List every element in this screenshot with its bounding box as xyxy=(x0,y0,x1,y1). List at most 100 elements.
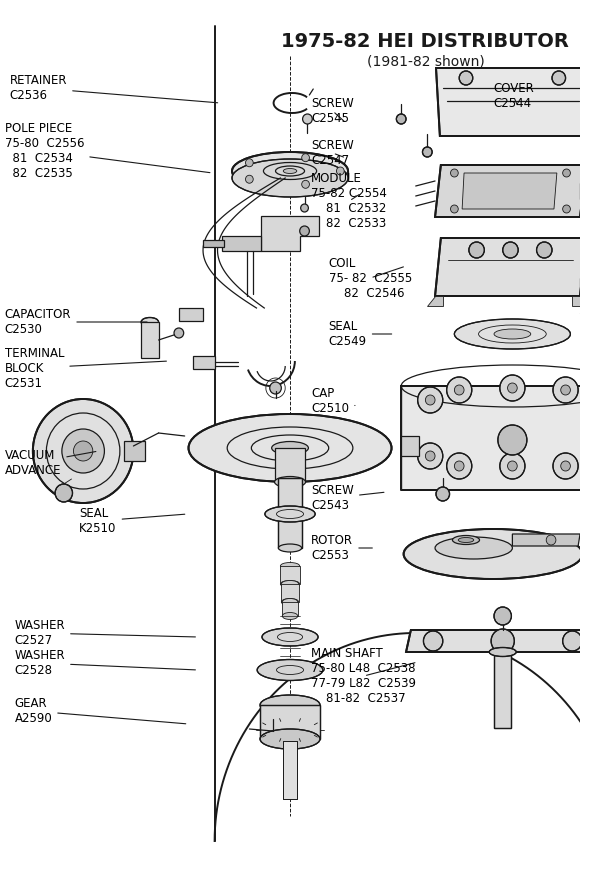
Circle shape xyxy=(454,385,464,395)
Circle shape xyxy=(561,461,571,471)
Ellipse shape xyxy=(262,628,318,646)
Polygon shape xyxy=(572,296,588,306)
Ellipse shape xyxy=(489,648,516,657)
Circle shape xyxy=(301,204,308,212)
Circle shape xyxy=(563,631,582,651)
Circle shape xyxy=(563,169,571,177)
Ellipse shape xyxy=(458,538,474,542)
Ellipse shape xyxy=(281,599,299,606)
Circle shape xyxy=(422,147,432,157)
Polygon shape xyxy=(406,630,600,652)
Ellipse shape xyxy=(280,581,299,588)
Polygon shape xyxy=(435,165,586,217)
Circle shape xyxy=(491,629,514,653)
Circle shape xyxy=(561,385,571,395)
Bar xyxy=(283,741,297,799)
Ellipse shape xyxy=(272,442,308,454)
Circle shape xyxy=(503,242,518,258)
Polygon shape xyxy=(193,356,215,369)
Text: WASHER
C2527: WASHER C2527 xyxy=(14,619,196,647)
Circle shape xyxy=(425,451,435,461)
Polygon shape xyxy=(179,308,203,321)
Polygon shape xyxy=(462,173,557,209)
Text: SCREW
C2545: SCREW C2545 xyxy=(311,97,354,125)
Circle shape xyxy=(590,395,599,405)
Ellipse shape xyxy=(260,695,320,715)
Polygon shape xyxy=(401,386,600,490)
Text: ROTOR
C2553: ROTOR C2553 xyxy=(311,534,373,562)
Circle shape xyxy=(454,461,464,471)
Polygon shape xyxy=(512,534,580,546)
Polygon shape xyxy=(427,296,443,306)
Bar xyxy=(141,322,158,358)
Circle shape xyxy=(563,205,571,213)
Text: SEAL
K2510: SEAL K2510 xyxy=(79,507,185,535)
Bar xyxy=(260,705,320,739)
Ellipse shape xyxy=(188,414,392,482)
Ellipse shape xyxy=(281,581,299,588)
Circle shape xyxy=(500,375,525,401)
Circle shape xyxy=(500,453,525,479)
Circle shape xyxy=(174,328,184,338)
Polygon shape xyxy=(436,68,586,136)
Circle shape xyxy=(302,154,310,161)
Ellipse shape xyxy=(265,506,315,522)
Polygon shape xyxy=(261,216,319,251)
Circle shape xyxy=(582,443,600,469)
Polygon shape xyxy=(203,240,224,247)
Circle shape xyxy=(508,383,517,393)
Circle shape xyxy=(245,159,253,167)
Ellipse shape xyxy=(275,477,305,487)
Ellipse shape xyxy=(282,599,298,606)
Polygon shape xyxy=(435,238,586,296)
Text: MAIN SHAFT
75-80 L48  C2538
77-79 L82  C2539
    81-82  C2537: MAIN SHAFT 75-80 L48 C2538 77-79 L82 C25… xyxy=(311,647,416,705)
Bar xyxy=(283,741,297,799)
Text: COIL
75- 82  C2555
    82  C2546: COIL 75- 82 C2555 82 C2546 xyxy=(329,256,412,299)
Ellipse shape xyxy=(232,152,348,190)
Bar xyxy=(124,441,145,461)
Bar xyxy=(281,584,299,602)
Circle shape xyxy=(446,453,472,479)
Polygon shape xyxy=(580,278,600,296)
Circle shape xyxy=(553,453,578,479)
Ellipse shape xyxy=(454,319,571,349)
Bar xyxy=(282,602,298,616)
Text: (1981-82 shown): (1981-82 shown) xyxy=(367,54,484,68)
Circle shape xyxy=(418,443,443,469)
Circle shape xyxy=(590,451,599,461)
Circle shape xyxy=(62,429,104,473)
Ellipse shape xyxy=(278,544,302,552)
Polygon shape xyxy=(401,436,419,456)
Text: TERMINAL
BLOCK
C2531: TERMINAL BLOCK C2531 xyxy=(5,347,166,390)
Circle shape xyxy=(299,226,310,236)
Circle shape xyxy=(494,607,511,625)
Circle shape xyxy=(552,71,566,85)
Text: POLE PIECE
75-80  C2556
  81  C2534
  82  C2535: POLE PIECE 75-80 C2556 81 C2534 82 C2535 xyxy=(5,122,210,180)
Ellipse shape xyxy=(283,168,297,174)
Circle shape xyxy=(536,242,552,258)
Circle shape xyxy=(73,441,93,461)
Circle shape xyxy=(451,205,458,213)
Ellipse shape xyxy=(141,317,158,326)
Bar xyxy=(278,478,302,548)
Ellipse shape xyxy=(232,159,348,197)
Ellipse shape xyxy=(280,563,299,570)
Text: RETAINER
C2536: RETAINER C2536 xyxy=(10,74,218,103)
Text: SCREW
C2543: SCREW C2543 xyxy=(311,484,384,512)
Text: CAPACITOR
C2530: CAPACITOR C2530 xyxy=(5,308,147,336)
Circle shape xyxy=(446,377,472,403)
Bar xyxy=(280,566,299,584)
Circle shape xyxy=(546,535,556,545)
Text: COVER
C2544: COVER C2544 xyxy=(493,82,534,110)
Circle shape xyxy=(498,425,527,455)
Circle shape xyxy=(270,382,281,394)
Circle shape xyxy=(436,487,449,501)
Ellipse shape xyxy=(404,529,583,579)
Circle shape xyxy=(582,387,600,413)
Text: WASHER
C2528: WASHER C2528 xyxy=(14,649,196,677)
Circle shape xyxy=(508,461,517,471)
Bar xyxy=(275,448,305,482)
Ellipse shape xyxy=(260,729,320,749)
Bar xyxy=(494,652,511,728)
Bar xyxy=(278,478,302,548)
